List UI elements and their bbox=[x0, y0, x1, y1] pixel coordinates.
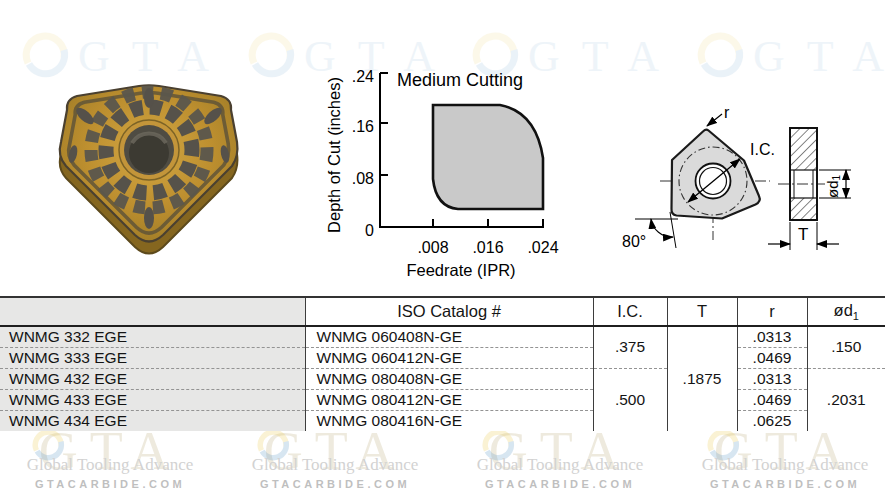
product-name: WNMG 432 EGE bbox=[0, 368, 305, 389]
side-hatch-bottom bbox=[790, 198, 817, 220]
side-hatch-top bbox=[790, 128, 817, 170]
ic-value: .500 bbox=[593, 368, 667, 431]
col-header-ic: I.C. bbox=[593, 297, 667, 326]
product-name: WNMG 332 EGE bbox=[0, 326, 305, 347]
r-value: .0313 bbox=[737, 368, 807, 389]
angle-arc bbox=[651, 219, 673, 237]
od1-value: .150 bbox=[807, 326, 885, 368]
watermark-tagline: Global Tooling Advance bbox=[220, 455, 450, 475]
t-value: .1875 bbox=[667, 326, 737, 431]
table-row: WNMG 332 EGE WNMG 060408N-GE .375 .1875 … bbox=[0, 326, 885, 347]
watermark-site: GTACARBIDE.COM bbox=[220, 478, 450, 490]
y-tick: .24 bbox=[352, 68, 374, 85]
cutting-chart: Medium Cutting 0 .08 .16 .24 .008 .016 .… bbox=[290, 55, 610, 290]
watermark-site: GTACARBIDE.COM bbox=[670, 478, 885, 490]
x-tick: .016 bbox=[472, 239, 503, 256]
insert-photo bbox=[45, 80, 245, 262]
y-tick: .08 bbox=[352, 170, 374, 187]
radius-leader bbox=[707, 114, 722, 126]
product-name: WNMG 333 EGE bbox=[0, 347, 305, 368]
iso-catalog: WNMG 060412N-GE bbox=[305, 347, 593, 368]
gta-logo-icon bbox=[246, 30, 296, 80]
ic-value: .375 bbox=[593, 326, 667, 368]
watermark-tagline: Global Tooling Advance bbox=[670, 455, 885, 475]
gta-watermark-text: GTA bbox=[753, 34, 885, 80]
chart-region bbox=[433, 105, 543, 209]
t-label: T bbox=[798, 225, 808, 244]
radius-label: r bbox=[724, 104, 730, 121]
y-axis-label: Depth of Cut (inches) bbox=[325, 77, 343, 233]
iso-catalog: WNMG 060408N-GE bbox=[305, 326, 593, 347]
col-header-iso: ISO Catalog # bbox=[305, 297, 593, 326]
x-tick: .024 bbox=[527, 239, 558, 256]
chart-title: Medium Cutting bbox=[397, 70, 523, 90]
col-header-name bbox=[0, 297, 305, 326]
product-name: WNMG 434 EGE bbox=[0, 410, 305, 431]
ic-label: I.C. bbox=[750, 141, 775, 158]
watermark-site: GTACARBIDE.COM bbox=[0, 478, 225, 490]
x-tick: .008 bbox=[417, 239, 448, 256]
gta-logo-icon bbox=[695, 30, 745, 80]
watermark-logo: GTA bbox=[695, 30, 885, 80]
table-row: WNMG 432 EGE WNMG 080408N-GE .500 .0313 … bbox=[0, 368, 885, 389]
iso-catalog: WNMG 080408N-GE bbox=[305, 368, 593, 389]
watermark-logo: GTA bbox=[20, 30, 231, 80]
watermark-tagline: Global Tooling Advance bbox=[445, 455, 675, 475]
r-value: .0313 bbox=[737, 326, 807, 347]
product-name: WNMG 433 EGE bbox=[0, 389, 305, 410]
iso-catalog: WNMG 080416N-GE bbox=[305, 410, 593, 431]
r-value: .0469 bbox=[737, 347, 807, 368]
od1-label: ød1 bbox=[824, 174, 842, 198]
angle-label: 80° bbox=[622, 233, 646, 250]
watermark-site: GTACARBIDE.COM bbox=[445, 478, 675, 490]
table-row: WNMG 434 EGE WNMG 080416N-GE .0625 bbox=[0, 410, 885, 431]
watermark-tagline: Global Tooling Advance bbox=[0, 455, 225, 475]
od1-value: .2031 bbox=[807, 368, 885, 431]
table-header-row: ISO Catalog # I.C. T r ød1 bbox=[0, 297, 885, 326]
x-axis-label: Feedrate (IPR) bbox=[406, 261, 515, 279]
angle-edge-line bbox=[670, 212, 676, 248]
y-tick: 0 bbox=[365, 222, 374, 239]
col-header-od1: ød1 bbox=[807, 297, 885, 326]
r-value: .0469 bbox=[737, 389, 807, 410]
col-header-t: T bbox=[667, 297, 737, 326]
iso-catalog: WNMG 080412N-GE bbox=[305, 389, 593, 410]
table-row: WNMG 333 EGE WNMG 060412N-GE .0469 bbox=[0, 347, 885, 368]
spec-table: ISO Catalog # I.C. T r ød1 WNMG 332 EGE … bbox=[0, 296, 885, 431]
gta-watermark-text: GTA bbox=[78, 34, 231, 80]
y-tick: .16 bbox=[352, 118, 374, 135]
gta-logo-icon bbox=[20, 30, 70, 80]
table-row: WNMG 433 EGE WNMG 080412N-GE .0469 bbox=[0, 389, 885, 410]
col-header-r: r bbox=[737, 297, 807, 326]
r-value: .0625 bbox=[737, 410, 807, 431]
dimension-diagram: I.C. r 80° ød1 T bbox=[610, 88, 885, 273]
